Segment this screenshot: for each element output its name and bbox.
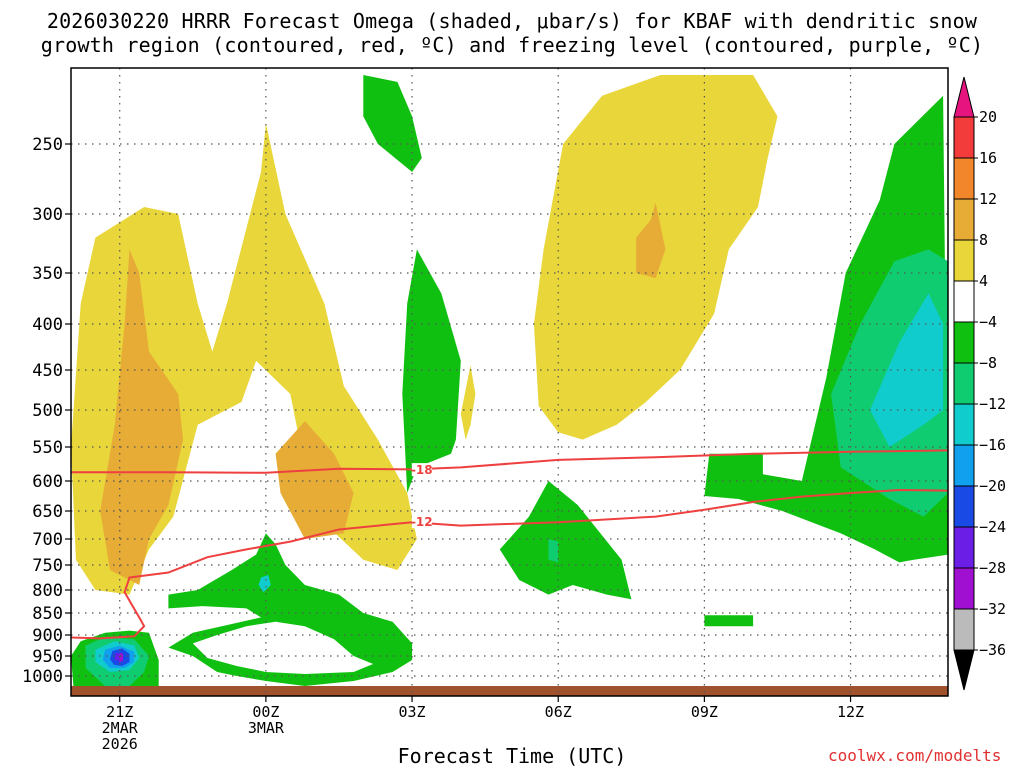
y-tick-label: 850 — [32, 604, 63, 624]
credit-link[interactable]: coolwx.com/modelts — [828, 746, 1002, 765]
y-tick-label: 900 — [32, 626, 63, 646]
colorbar-swatch — [953, 362, 975, 405]
x-tick-label: 03Z — [399, 703, 426, 721]
colorbar-swatch — [953, 608, 975, 651]
colorbar-tick-label: −24 — [979, 518, 1006, 536]
colorbar-swatch — [953, 403, 975, 446]
contour-label-bg — [411, 515, 432, 529]
contour-line — [71, 488, 948, 640]
surface-ground-band — [71, 686, 948, 696]
colorbar-swatch — [953, 567, 975, 610]
contour-label: -18 — [411, 463, 433, 477]
colorbar-tick-label: −4 — [979, 313, 997, 331]
plot-frame — [70, 67, 949, 697]
y-tick-label: 800 — [32, 581, 63, 601]
contour-label-bg — [411, 463, 432, 477]
contour-line — [71, 449, 948, 474]
omega-region-minus4 — [704, 615, 754, 627]
x-axis-label: Forecast Time (UTC) — [397, 744, 627, 768]
y-tick-label: 750 — [32, 556, 63, 576]
omega-region-minus12 — [258, 575, 271, 593]
omega-region-4 — [460, 365, 476, 440]
y-tick-label: 700 — [32, 530, 63, 550]
colorbar-swatch — [953, 198, 975, 241]
omega-region-8 — [636, 202, 666, 279]
x-tick-label: 06Z — [545, 703, 572, 721]
x-tick-label: 00Z — [252, 703, 279, 721]
colorbar-swatch — [953, 444, 975, 487]
colorbar-tick-label: 8 — [979, 231, 988, 249]
omega-region-minus4 — [363, 75, 422, 172]
x-tick-label: 2MAR — [102, 719, 139, 737]
omega-region-minus12 — [870, 293, 944, 447]
colorbar-tick-label: 16 — [979, 149, 997, 167]
x-tick-label: 21Z — [106, 703, 133, 721]
colorbar-swatch — [953, 321, 975, 364]
y-tick-label: 400 — [32, 315, 63, 335]
omega-region-minus4 — [499, 481, 632, 600]
omega-region-8 — [100, 249, 184, 585]
colorbar: 20 16 12 8 4 −4 −8 −12 −16 −20 −24 −28 −32 −36 — [953, 76, 1006, 691]
colorbar-swatch — [953, 239, 975, 282]
x-tick-label: 3MAR — [248, 719, 285, 737]
colorbar-tick-label: −20 — [979, 477, 1006, 495]
colorbar-tick-label: 12 — [979, 190, 997, 208]
colorbar-swatch — [953, 485, 975, 528]
omega-region-minus32 — [114, 652, 120, 661]
x-tick-label: 12Z — [837, 703, 864, 721]
omega-shading — [71, 75, 948, 696]
y-tick-label: 450 — [32, 361, 63, 381]
axes: 2503003504004505005506006507007508008509… — [22, 67, 949, 753]
y-tick-label: 950 — [32, 647, 63, 667]
y-tick-label: 550 — [32, 438, 63, 458]
colorbar-top-arrow — [953, 76, 975, 118]
x-tick-label: 2026 — [102, 735, 138, 753]
colorbar-tick-label: −8 — [979, 354, 997, 372]
chart-title-line1: 2026030220 HRRR Forecast Omega (shaded, … — [46, 9, 978, 33]
y-tick-label: 1000 — [22, 667, 63, 687]
colorbar-tick-label: −28 — [979, 559, 1006, 577]
omega-region-0 — [192, 621, 374, 674]
colorbar-swatch — [953, 526, 975, 569]
colorbar-tick-label: −12 — [979, 395, 1006, 413]
y-tick-label: 300 — [32, 205, 63, 225]
colorbar-swatch — [953, 280, 975, 323]
contour-label: -12 — [411, 515, 433, 529]
colorbar-tick-label: 4 — [979, 272, 988, 290]
x-tick-label: 09Z — [691, 703, 718, 721]
chart-title-line2: growth region (contoured, red, ºC) and f… — [40, 33, 984, 57]
omega-region-minus8 — [548, 539, 559, 563]
y-tick-label: 650 — [32, 502, 63, 522]
colorbar-tick-label: −32 — [979, 600, 1006, 618]
colorbar-bottom-arrow — [953, 649, 975, 691]
colorbar-tick-label: −16 — [979, 436, 1006, 454]
y-tick-label: 500 — [32, 401, 63, 421]
y-tick-label: 250 — [32, 135, 63, 155]
colorbar-tick-label: −36 — [979, 641, 1006, 659]
colorbar-swatch — [953, 157, 975, 200]
y-tick-label: 600 — [32, 472, 63, 492]
omega-region-minus4 — [402, 249, 461, 493]
omega-region-8 — [275, 421, 354, 539]
dendritic-growth-contours: -18 -12 — [71, 449, 948, 640]
colorbar-swatch — [953, 116, 975, 159]
colorbar-tick-label: 20 — [979, 108, 997, 126]
y-tick-label: 350 — [32, 264, 63, 284]
